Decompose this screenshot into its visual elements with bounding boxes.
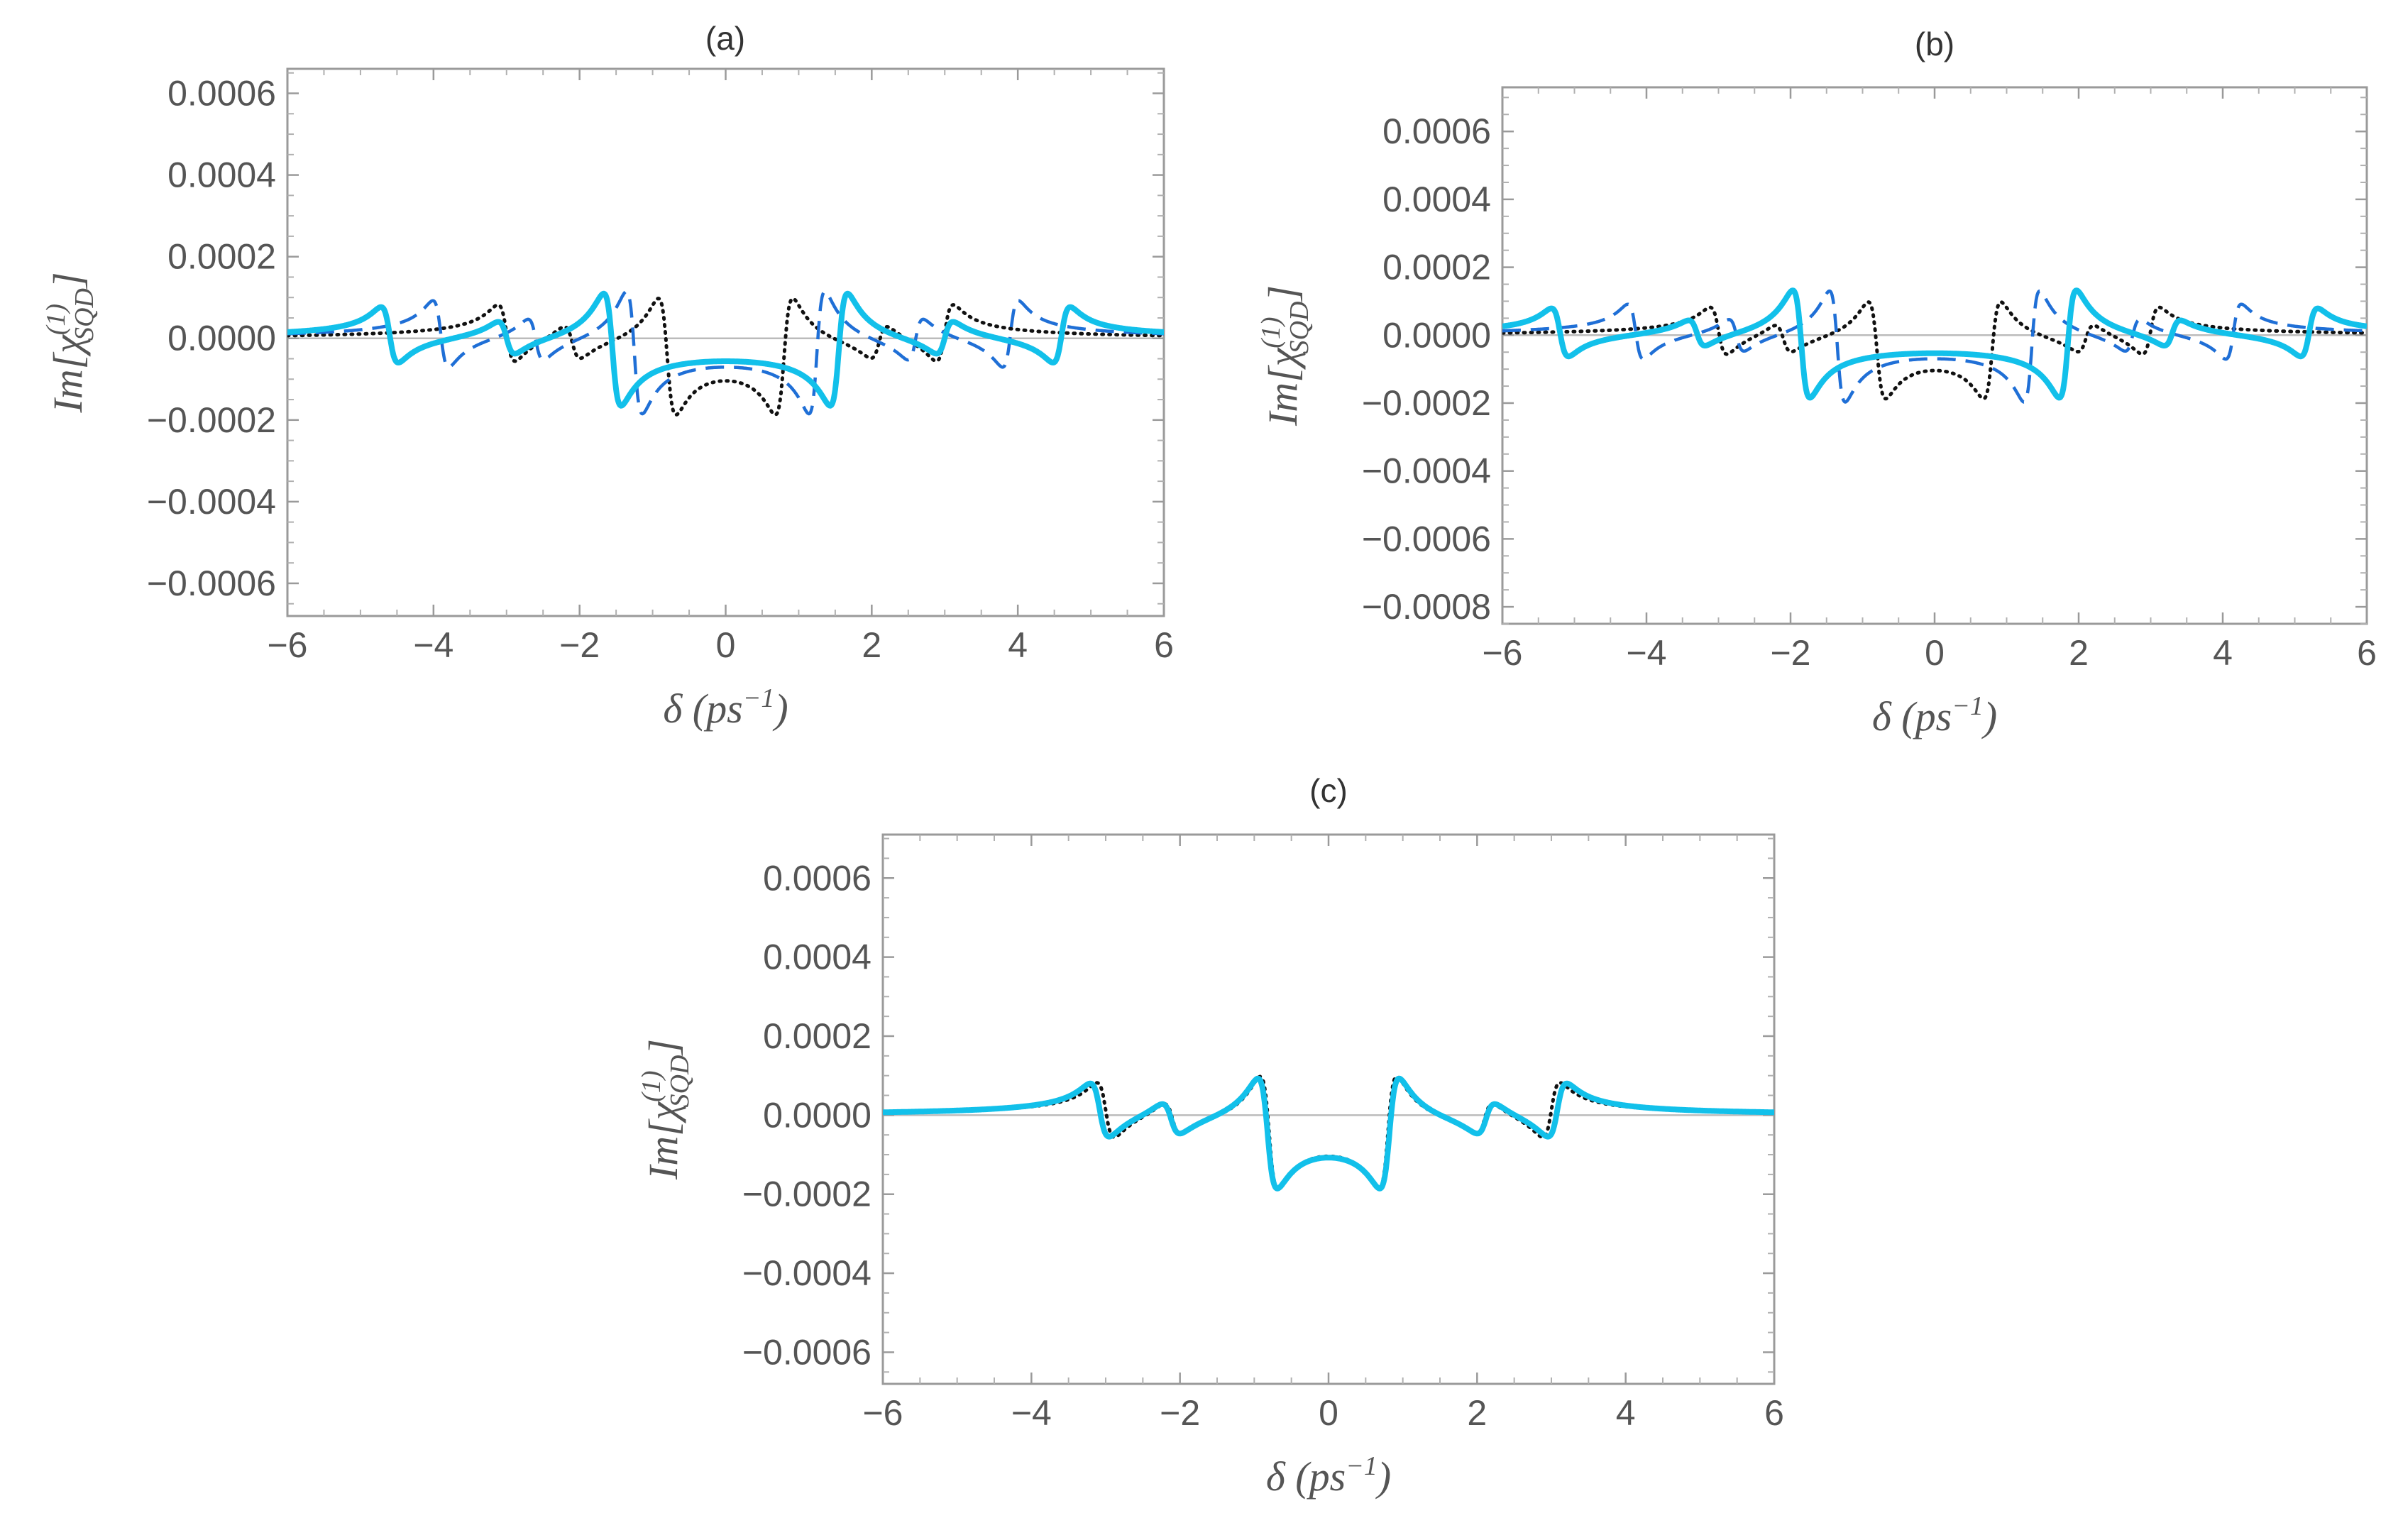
series-solid-b xyxy=(1502,287,2367,401)
y-tick-label-a: −0.0004 xyxy=(147,482,276,522)
panel-title-c: (c) xyxy=(1309,772,1348,809)
y-tick-label-c: 0.0006 xyxy=(763,858,871,898)
x-tick-label-b: 2 xyxy=(2069,633,2089,673)
x-tick-label-a: 2 xyxy=(862,625,881,665)
y-tick-label-a: 0.0006 xyxy=(167,74,276,114)
panel-a: (a) −6 −4 −2 0 2 4 6 −0.0006 −0.0004 −0.0002 0.0000… xyxy=(41,20,1174,732)
series-solid-c xyxy=(883,1075,1774,1192)
y-tick-label-a: 0.0002 xyxy=(167,237,276,277)
x-tick-label-b: −4 xyxy=(1626,633,1666,673)
y-tick-label-a: 0.0004 xyxy=(167,155,276,195)
y-tick-label-a: 0.0000 xyxy=(167,319,276,358)
x-tick-label-c: 4 xyxy=(1616,1393,1636,1433)
panel-title-b: (b) xyxy=(1915,26,1954,62)
series-solid-a xyxy=(287,290,1164,409)
y-tick-label-b: 0.0004 xyxy=(1382,180,1491,219)
y-tick-label-b: −0.0004 xyxy=(1362,451,1491,491)
panel-title-a: (a) xyxy=(705,20,745,57)
x-tick-label-a: −2 xyxy=(559,625,600,665)
y-axis-label-c: Im[χ(1)SQD] xyxy=(637,1039,695,1180)
y-tick-label-b: 0.0002 xyxy=(1382,248,1491,287)
y-tick-label-a: −0.0006 xyxy=(147,563,276,603)
y-tick-label-c: 0.0000 xyxy=(763,1095,871,1135)
x-axis-label-a: δ (ps−1) xyxy=(663,683,788,732)
x-tick-label-c: −6 xyxy=(862,1393,903,1433)
x-tick-label-a: 0 xyxy=(716,625,736,665)
x-tick-label-a: 6 xyxy=(1154,625,1174,665)
x-tick-label-c: 6 xyxy=(1764,1393,1784,1433)
series-dashed-a xyxy=(287,290,1164,416)
x-tick-label-b: 6 xyxy=(2357,633,2377,673)
x-tick-label-b: −2 xyxy=(1770,633,1810,673)
series-dotted-b xyxy=(1502,300,2367,401)
y-tick-label-b: −0.0006 xyxy=(1362,519,1491,559)
x-tick-label-c: 2 xyxy=(1467,1393,1487,1433)
x-tick-label-a: −6 xyxy=(267,625,307,665)
y-tick-label-c: −0.0004 xyxy=(742,1253,871,1293)
y-tick-label-b: −0.0008 xyxy=(1362,587,1491,627)
x-tick-label-b: −6 xyxy=(1482,633,1522,673)
x-axis-label-b: δ (ps−1) xyxy=(1872,691,1997,739)
x-tick-label-b: 4 xyxy=(2213,633,2233,673)
y-tick-label-c: −0.0006 xyxy=(742,1332,871,1372)
y-tick-label-b: 0.0000 xyxy=(1382,315,1491,355)
panel-c: (c) −6 −4 −2 0 2 4 6 −0.0006 −0.0004 −0.0002 0.0000… xyxy=(637,772,1784,1500)
y-tick-label-c: 0.0004 xyxy=(763,937,871,977)
y-tick-label-b: −0.0002 xyxy=(1362,383,1491,423)
series-dotted-c xyxy=(883,1074,1774,1192)
y-tick-label-c: −0.0002 xyxy=(742,1175,871,1214)
panel-b: (b) −6 −4 −2 0 2 4 6 −0.0008 −0.0006 −0.0004 −0.000… xyxy=(1256,26,2377,739)
plot-frame-a xyxy=(286,67,1165,617)
x-tick-label-c: −4 xyxy=(1011,1393,1052,1433)
x-tick-label-c: 0 xyxy=(1319,1393,1338,1433)
x-tick-label-a: −4 xyxy=(413,625,453,665)
y-tick-label-c: 0.0002 xyxy=(763,1016,871,1056)
x-tick-label-c: −2 xyxy=(1160,1393,1200,1433)
series-dashed-b xyxy=(1502,289,2367,404)
x-axis-label-c: δ (ps−1) xyxy=(1266,1451,1391,1500)
y-axis-label-b: Im[χ(1)SQD] xyxy=(1256,285,1314,427)
y-tick-label-b: 0.0006 xyxy=(1382,111,1491,151)
x-tick-label-b: 0 xyxy=(1925,633,1945,673)
y-axis-label-a: Im[χ(1)SQD] xyxy=(41,272,99,413)
y-tick-label-a: −0.0002 xyxy=(147,400,276,440)
series-dotted-a xyxy=(287,297,1164,417)
x-tick-label-a: 4 xyxy=(1008,625,1028,665)
